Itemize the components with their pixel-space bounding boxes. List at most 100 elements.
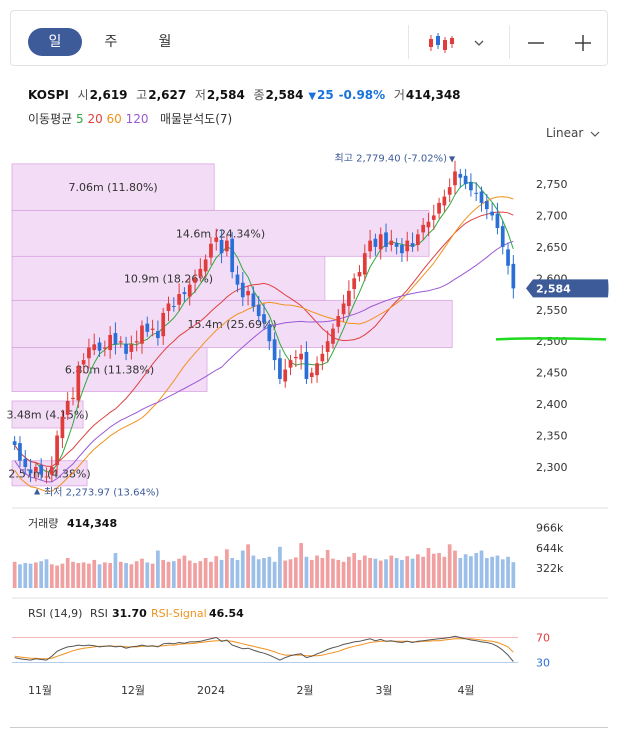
y-tick-label: 2,350	[536, 430, 568, 443]
profile-label[interactable]: 매물분석도(7)	[160, 112, 233, 126]
candle-body	[511, 263, 516, 289]
chevron-down-icon[interactable]	[473, 31, 485, 55]
high-label: 고	[136, 88, 148, 102]
guide-line	[495, 337, 607, 341]
candle-body	[177, 294, 181, 305]
volume-bar	[44, 559, 49, 588]
candle-body	[235, 274, 240, 285]
candle-body	[331, 328, 335, 344]
tab-weekly[interactable]: 주	[104, 34, 118, 50]
plus-icon[interactable]	[574, 31, 592, 55]
candle-body	[320, 353, 325, 362]
candle-body	[124, 343, 128, 354]
volume-bar	[225, 549, 229, 588]
low-value: 2,584	[206, 88, 245, 102]
volume-bar	[140, 558, 144, 588]
candle-body	[400, 245, 404, 254]
volume-label: 거	[393, 88, 405, 102]
volume-bar	[240, 550, 245, 588]
candle-body	[65, 400, 70, 415]
ma-period-5[interactable]: 5	[76, 112, 84, 126]
volume-bar	[384, 559, 388, 588]
x-tick-label: 11월	[28, 684, 52, 697]
volume-bar	[193, 563, 197, 588]
candle-body	[134, 341, 139, 343]
candle-body	[469, 182, 473, 191]
ma-period-20[interactable]: 20	[83, 112, 103, 126]
candle-body	[225, 240, 229, 252]
volume-bar	[474, 553, 479, 588]
volume-bar	[458, 558, 463, 588]
volume-bar	[479, 550, 484, 588]
candle-body	[219, 239, 224, 254]
last-price-label: 2,584	[536, 282, 571, 295]
candle-body	[209, 243, 213, 258]
ma-line-60	[14, 196, 514, 492]
candle-body	[479, 191, 484, 203]
volume-bar	[283, 560, 288, 588]
volume-bar	[102, 562, 107, 588]
y-tick-label: 2,750	[536, 178, 568, 191]
volume-bar	[490, 556, 494, 588]
high-annotation: 최고 2,779.40 (-7.02%)	[335, 153, 448, 165]
candle-body	[262, 314, 266, 323]
volume-bar	[12, 561, 17, 588]
toolbar-divider	[509, 25, 510, 59]
candle-body	[394, 243, 399, 247]
volume-bar	[92, 559, 97, 588]
ma-label[interactable]: 이동평균	[28, 112, 73, 126]
candle-body	[150, 328, 155, 330]
candle-body	[49, 467, 54, 475]
chevron-down-icon	[590, 131, 600, 137]
x-tick-label: 3월	[375, 684, 392, 697]
ma-line-5	[14, 181, 514, 473]
toolbar-divider	[408, 25, 409, 59]
rsi-level-label-70: 70	[536, 632, 550, 645]
volume-bar	[166, 561, 171, 588]
candle-body	[71, 397, 75, 400]
candle-body	[304, 351, 309, 379]
volume-bar	[453, 550, 457, 588]
volume-bar	[352, 553, 357, 588]
ma-period-120[interactable]: 120	[121, 112, 149, 126]
candle-body	[140, 325, 144, 344]
open-label: 시	[77, 88, 89, 102]
volume-profile-label: 14.6m (24.34%)	[176, 227, 265, 240]
rsi-line	[14, 635, 514, 662]
volume-panel	[12, 510, 518, 588]
volume-bar	[347, 556, 351, 588]
volume-bar	[76, 563, 81, 588]
volume-bar	[256, 559, 261, 588]
candle-body	[278, 358, 282, 379]
volume-bar	[182, 555, 187, 588]
rsi-signal-line	[14, 638, 514, 660]
volume-profile-label: 10.9m (18.26%)	[124, 272, 213, 285]
high-value: 2,627	[148, 88, 187, 102]
candle-body	[251, 293, 256, 307]
volume-profile-bar	[11, 347, 208, 392]
candle-body	[230, 238, 235, 273]
volume-bar	[113, 553, 118, 588]
volume-profile-label: 3.48m (4.15%)	[6, 408, 88, 421]
ma-line-120	[14, 240, 514, 483]
volume-bar	[320, 558, 325, 588]
volume-profile-label: 7.06m (11.80%)	[68, 181, 157, 194]
candlestick-icon[interactable]	[427, 31, 455, 55]
x-tick-label: 2월	[296, 684, 313, 697]
candle-body	[347, 290, 351, 307]
y-tick-label: 2,500	[536, 335, 568, 348]
low-label: 저	[194, 88, 206, 102]
candle-body	[495, 213, 500, 229]
candle-body	[81, 360, 86, 365]
ma-period-60[interactable]: 60	[102, 112, 122, 126]
candle-body	[405, 240, 410, 252]
minus-icon[interactable]	[527, 31, 545, 55]
tab-monthly[interactable]: 월	[158, 34, 172, 50]
scale-selector[interactable]: Linear	[546, 126, 600, 140]
volume-bar	[156, 550, 160, 588]
price-summary: KOSPI 시2,619 고2,627 저2,584 종2,584 ▼25 -0…	[28, 86, 462, 103]
candle-body	[378, 234, 383, 250]
rsi-label: RSI	[90, 607, 108, 620]
volume-bar	[293, 557, 298, 588]
tab-daily[interactable]: 일	[28, 28, 82, 56]
